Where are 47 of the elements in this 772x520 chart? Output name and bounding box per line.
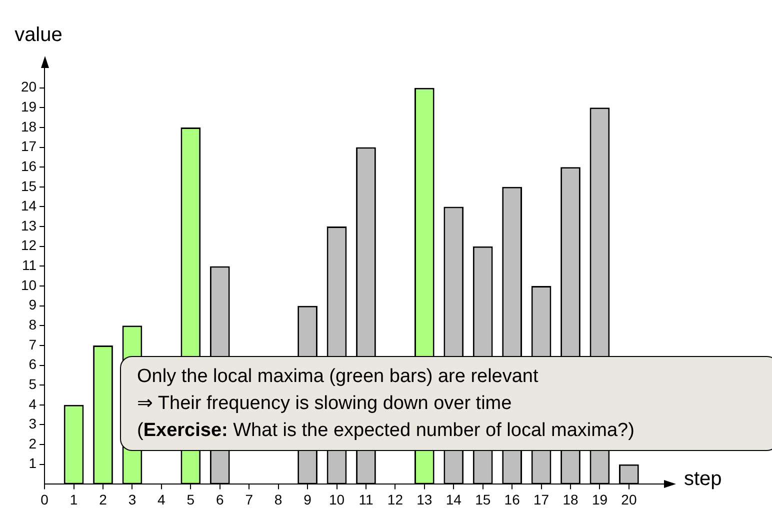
x-tick-label: 11 [358,491,374,508]
y-tick-label: 9 [28,296,37,313]
x-tick-label: 17 [533,491,550,508]
x-tick-label: 8 [274,491,282,508]
callout-box: Only the local maxima (green bars) are relevant ⇒ Their frequency is slowing down over time (Exercise: What is the expected number of local maxima?) [120,356,772,451]
x-tick-label: 1 [70,491,78,508]
x-tick-label: 9 [304,491,312,508]
x-tick-label: 10 [328,491,345,508]
y-tick-label: 10 [20,276,37,293]
x-tick-label: 4 [158,491,166,508]
y-tick-label: 19 [20,98,37,114]
y-tick-label: 3 [28,416,37,432]
y-tick-label: 14 [20,198,37,214]
y-tick-label: 1 [28,455,37,472]
x-tick-label: 5 [186,491,195,508]
x-tick-label: 0 [40,491,49,508]
annotation: Only the local maxima (green bars) are relevant [137,365,540,389]
y-tick-label: 8 [28,316,37,333]
y-tick-label: 7 [28,336,37,352]
x-tick-label: 3 [128,491,136,508]
y-tick-label: 4 [28,396,37,412]
y-tick-label: 5 [28,376,37,392]
annotation: ⇒ Their frequency is slowing down over time [137,392,513,416]
y-tick-label: 11 [22,257,37,274]
y-tick-label: 13 [20,217,37,234]
x-tick-label: 18 [562,491,578,508]
x-tick-label: 2 [99,491,108,508]
x-tick-label: 7 [245,491,254,508]
x-tick-label: 19 [592,491,608,508]
x-tick-label: 6 [216,491,224,508]
y-tick-label: 12 [20,237,37,254]
y-tick-label: 17 [20,138,37,154]
y-tick-label: 15 [20,178,37,194]
x-tick-label: 12 [387,491,404,508]
y-tick-label: 18 [20,118,37,134]
x-tick-label: 14 [446,491,462,508]
x-tick-label: 15 [475,491,491,508]
x-axis-title: step [684,468,722,492]
y-tick-label: 6 [28,356,37,372]
y-tick-label: 20 [20,78,37,95]
y-tick-label: 16 [20,158,37,174]
x-tick-label: 13 [416,491,432,508]
annotation: (Exercise: What is the expected number of local maxima?) [137,420,634,441]
y-tick-label: 2 [28,435,37,452]
x-tick-label: 16 [504,491,520,508]
y-axis-title: value [14,24,62,47]
x-tick-label: 20 [621,491,637,508]
